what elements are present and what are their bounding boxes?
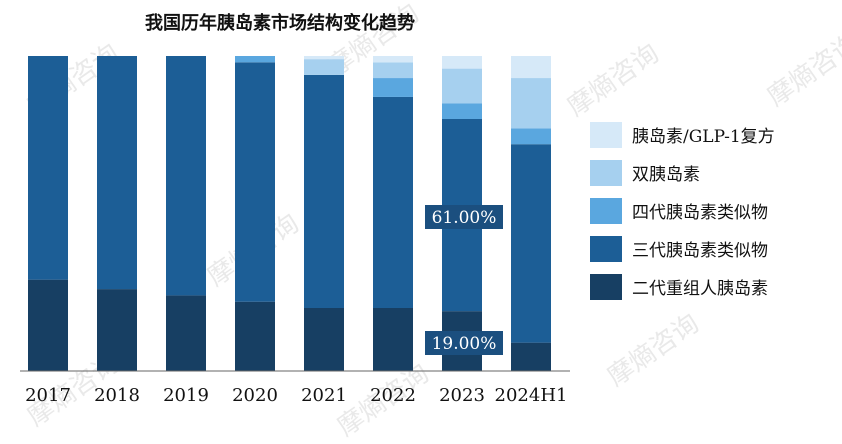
bar-segment-2024H1-2 [511,128,551,145]
bar-segment-2019-0 [166,295,206,371]
bar-segment-2022-1 [373,96,413,308]
x-tick-label: 2018 [94,385,140,406]
x-tick-label: 2020 [232,385,278,406]
bar-segment-2024H1-3 [511,78,551,129]
bar-segment-2021-0 [304,308,344,371]
bar-segment-2017-1 [28,56,68,280]
bar-segment-2023-4 [442,56,482,69]
x-tick-label: 2017 [25,385,71,406]
bar-segment-2018-1 [97,56,137,290]
data-labels: 61.00% 19.00% [425,205,503,355]
data-label: 19.00% [432,334,497,354]
bar-segment-2024H1-4 [511,56,551,79]
x-tick-label: 2023 [439,385,485,406]
bars-group [28,56,551,371]
bar-segment-2022-3 [373,62,413,79]
bar-segment-2022-2 [373,78,413,97]
data-label-box [425,331,503,355]
data-label: 61.00% [432,208,497,228]
bar-segment-2022-0 [373,308,413,371]
bar-segment-2021-1 [304,74,344,309]
x-tick-label: 2024H1 [495,385,568,406]
data-label-box [425,205,503,229]
bar-segment-2023-3 [442,68,482,104]
legend-label: 胰岛素/GLP-1复方 [632,127,775,147]
legend-label: 二代重组人胰岛素 [632,279,768,299]
legend-label: 双胰岛素 [632,165,700,185]
x-tick-label: 2019 [163,385,209,406]
legend-swatch [590,160,622,186]
bar-segment-2018-0 [97,289,137,371]
bar-segment-2019-1 [166,56,206,296]
chart-title: 我国历年胰岛素市场结构变化趋势 [145,12,415,34]
stacked-bar-chart: 我国历年胰岛素市场结构变化趋势 2017 2018 2019 2020 2021 2022… [20,12,775,406]
bar-segment-2021-4 [304,56,344,60]
legend-swatch [590,122,622,148]
bar-segment-2021-3 [304,59,344,75]
x-tick-labels: 2017 2018 2019 2020 2021 2022 2023 2024H1 [25,385,567,406]
x-tick-label: 2022 [370,385,416,406]
legend-swatch [590,198,622,224]
bar-segment-2020-0 [235,301,275,371]
legend-label: 四代胰岛素类似物 [632,203,768,223]
legend-label: 三代胰岛素类似物 [632,241,768,261]
bar-segment-2023-2 [442,103,482,119]
bar-segment-2022-4 [373,56,413,63]
bar-segment-2024H1-0 [511,342,551,371]
legend-swatch [590,274,622,300]
bar-segment-2017-0 [28,279,68,371]
bar-segment-2020-2 [235,56,275,63]
bar-segment-2024H1-1 [511,144,551,343]
x-tick-label: 2021 [301,385,347,406]
legend-swatch [590,236,622,262]
bar-segment-2020-1 [235,62,275,302]
